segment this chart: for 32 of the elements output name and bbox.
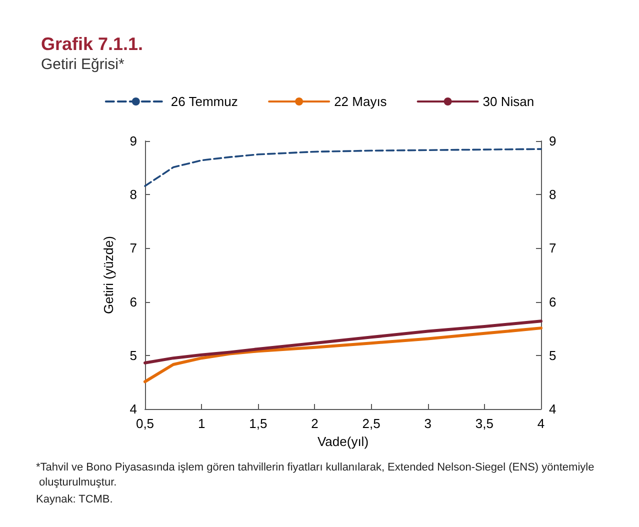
x-tick-label: 3,5 bbox=[475, 416, 494, 431]
y2-tick-label: 9 bbox=[549, 134, 556, 148]
x-axis-title: Vade(yıl) bbox=[317, 434, 369, 449]
x-tick-label: 0,5 bbox=[136, 416, 154, 431]
y2-tick-label: 5 bbox=[549, 348, 556, 363]
y2-tick-label: 7 bbox=[549, 240, 556, 256]
x-tick-label: 1 bbox=[198, 416, 206, 431]
x-tick-label: 4 bbox=[537, 416, 545, 431]
y2-tick-label: 8 bbox=[549, 187, 556, 202]
y-tick-label: 6 bbox=[130, 294, 137, 310]
text: *Tahvil ve Bono Piyasasında işlem gören tahvillerin fiyatları kullanılarak, Extended Nelson-Siegel (ENS) yöntemiyle oluşturulmuştur. bbox=[36, 462, 594, 488]
y-axis-title: Getiri (yüzde) bbox=[101, 236, 116, 314]
x-tick-label: 3 bbox=[424, 416, 432, 431]
legend-label: 22 Mayıs bbox=[334, 94, 388, 109]
line-series bbox=[144, 148, 542, 187]
text: Kaynak: TCMB. bbox=[36, 494, 113, 506]
line-series bbox=[144, 326, 542, 384]
y-tick-label: 5 bbox=[130, 348, 137, 363]
y-tick-label: 8 bbox=[130, 187, 137, 202]
x-tick-label: 1,5 bbox=[249, 416, 268, 431]
line-series bbox=[144, 320, 542, 364]
y2-tick-label: 4 bbox=[549, 402, 556, 416]
y2-tick-label: 6 bbox=[549, 294, 556, 310]
chart-title: Grafik 7.1.1. bbox=[41, 34, 144, 54]
x-tick-label: 2 bbox=[311, 416, 318, 431]
chart-subtitle: Getiri Eğrisi* bbox=[41, 56, 125, 73]
legend-label: 30 Nisan bbox=[482, 94, 534, 109]
y-tick-label: 9 bbox=[130, 134, 137, 148]
y-tick-label: 7 bbox=[130, 240, 137, 256]
y-tick-label: 4 bbox=[130, 402, 137, 416]
x-tick-label: 2,5 bbox=[362, 416, 380, 431]
legend-label: 26 Temmuz bbox=[170, 94, 238, 109]
